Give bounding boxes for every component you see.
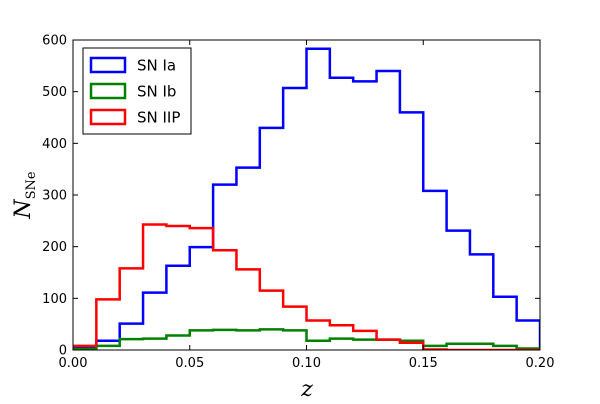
legend-label-sn-iip: SN IIP bbox=[137, 109, 180, 127]
legend-label-sn-ia: SN Ia bbox=[137, 57, 176, 75]
axes-layer: 0.00 0.05 0.10 0.15 0.20 0 100 200 300 400 500 600 bbox=[42, 34, 554, 372]
x-tick-label: 0.10 bbox=[292, 356, 321, 371]
y-axis-title-text: NSNe bbox=[11, 171, 39, 220]
x-tick-label: 0.20 bbox=[526, 356, 555, 371]
x-tick-label: 0.00 bbox=[59, 356, 88, 371]
legend-swatch-sn-iip bbox=[89, 108, 127, 126]
y-tick-label: 600 bbox=[42, 34, 67, 49]
y-tick-label: 200 bbox=[42, 240, 67, 255]
y-tick-label: 400 bbox=[42, 137, 67, 152]
x-axis-title: z bbox=[300, 377, 313, 400]
legend-box bbox=[82, 47, 192, 135]
series-line-sn-ia bbox=[73, 47, 540, 350]
y-axis-title-main: N bbox=[11, 199, 36, 220]
y-tick-label: 100 bbox=[42, 292, 67, 307]
legend-swatch-sn-ia bbox=[89, 56, 127, 74]
x-tick-label: 0.15 bbox=[409, 356, 438, 371]
y-axis-title: NSNe bbox=[11, 171, 39, 220]
y-tick-label: 0 bbox=[59, 344, 67, 359]
y-tick-label: 500 bbox=[42, 85, 67, 100]
legend-swatch-sn-ib bbox=[89, 82, 127, 100]
y-tick-label: 300 bbox=[42, 189, 67, 204]
series-line-sn-ib bbox=[73, 328, 540, 350]
legend: SN Ia SN Ib SN IIP bbox=[82, 47, 192, 135]
x-tick-label: 0.05 bbox=[175, 356, 204, 371]
legend-label-sn-ib: SN Ib bbox=[137, 83, 176, 101]
y-axis-title-subscript: SNe bbox=[24, 171, 39, 199]
